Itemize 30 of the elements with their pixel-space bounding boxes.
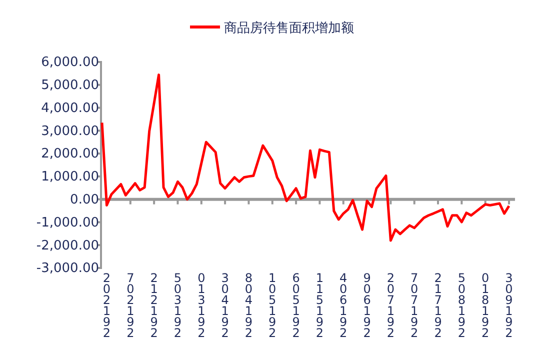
x-tick-label: 503192 xyxy=(174,271,182,340)
x-tick-label: 018192 xyxy=(482,271,490,340)
line-series xyxy=(100,74,510,242)
x-tick-label: 115192 xyxy=(316,271,324,340)
x-tick-label: 304192 xyxy=(221,271,229,340)
y-tick-label: -1,000.00 xyxy=(36,215,99,230)
x-tick-label: 212192 xyxy=(150,271,158,340)
legend-label: 商品房待售面积增加额 xyxy=(224,20,354,36)
y-tick-label: 6,000.00 xyxy=(41,55,99,70)
x-tick-label: 707192 xyxy=(410,271,418,340)
y-tick-label: 4,000.00 xyxy=(41,100,99,116)
x-tick-label: 217192 xyxy=(434,271,442,340)
y-tick-label: 3,000.00 xyxy=(41,124,99,139)
x-tick-label: 906192 xyxy=(363,271,371,340)
y-tick-label: 5,000.00 xyxy=(41,78,99,94)
x-tick-label: 105192 xyxy=(268,271,276,340)
x-tick-label: 202192 xyxy=(102,271,111,340)
y-tick-label: -3,000.00 xyxy=(36,261,99,276)
x-tick-label: 406192 xyxy=(340,271,348,340)
y-tick-label: 1,000.00 xyxy=(41,170,99,185)
x-tick-label: 702192 xyxy=(126,271,134,340)
x-tick-label: 605192 xyxy=(292,271,300,340)
x-tick-label: 508192 xyxy=(458,271,466,340)
x-tick-label: 804192 xyxy=(244,271,253,340)
y-tick-label: -2,000.00 xyxy=(36,238,99,254)
x-tick-label: 309192 xyxy=(505,271,513,340)
x-tick-label: 207192 xyxy=(386,271,395,340)
y-tick-label: 2,000.00 xyxy=(41,146,99,162)
y-tick-label: 0.00 xyxy=(70,192,99,208)
x-tick-label: 013192 xyxy=(198,271,206,340)
